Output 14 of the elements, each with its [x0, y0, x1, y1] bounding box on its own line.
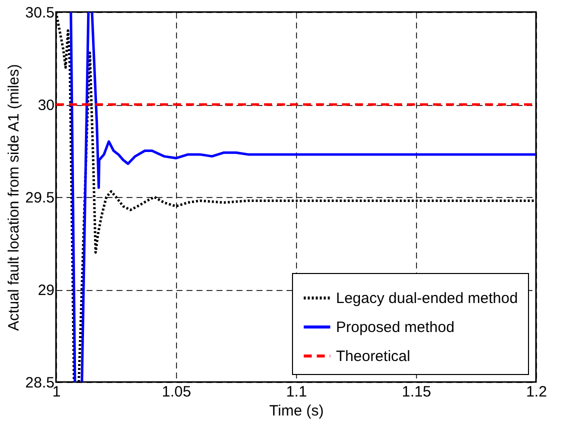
y-tick-label: 29	[38, 282, 54, 299]
x-axis-title: Time (s)	[269, 402, 324, 420]
y-axis-title: Actual fault location from side A1 (miles)	[5, 64, 22, 331]
y-tick-label: 29.5	[25, 190, 54, 206]
x-tick-label: 1.15	[402, 384, 432, 400]
x-tick-label: 1.05	[162, 384, 192, 400]
x-tick-label: 1.1	[286, 384, 307, 400]
legend-label: Proposed method	[336, 319, 454, 336]
legend-label: Theoretical	[336, 348, 410, 365]
y-tick-label: 28.5	[25, 374, 54, 392]
x-tick-label: 1.2	[526, 384, 547, 400]
y-tick-label: 30.5	[25, 4, 54, 22]
legend-label: Legacy dual-ended method	[336, 290, 518, 307]
y-tick-label: 30	[38, 97, 54, 114]
